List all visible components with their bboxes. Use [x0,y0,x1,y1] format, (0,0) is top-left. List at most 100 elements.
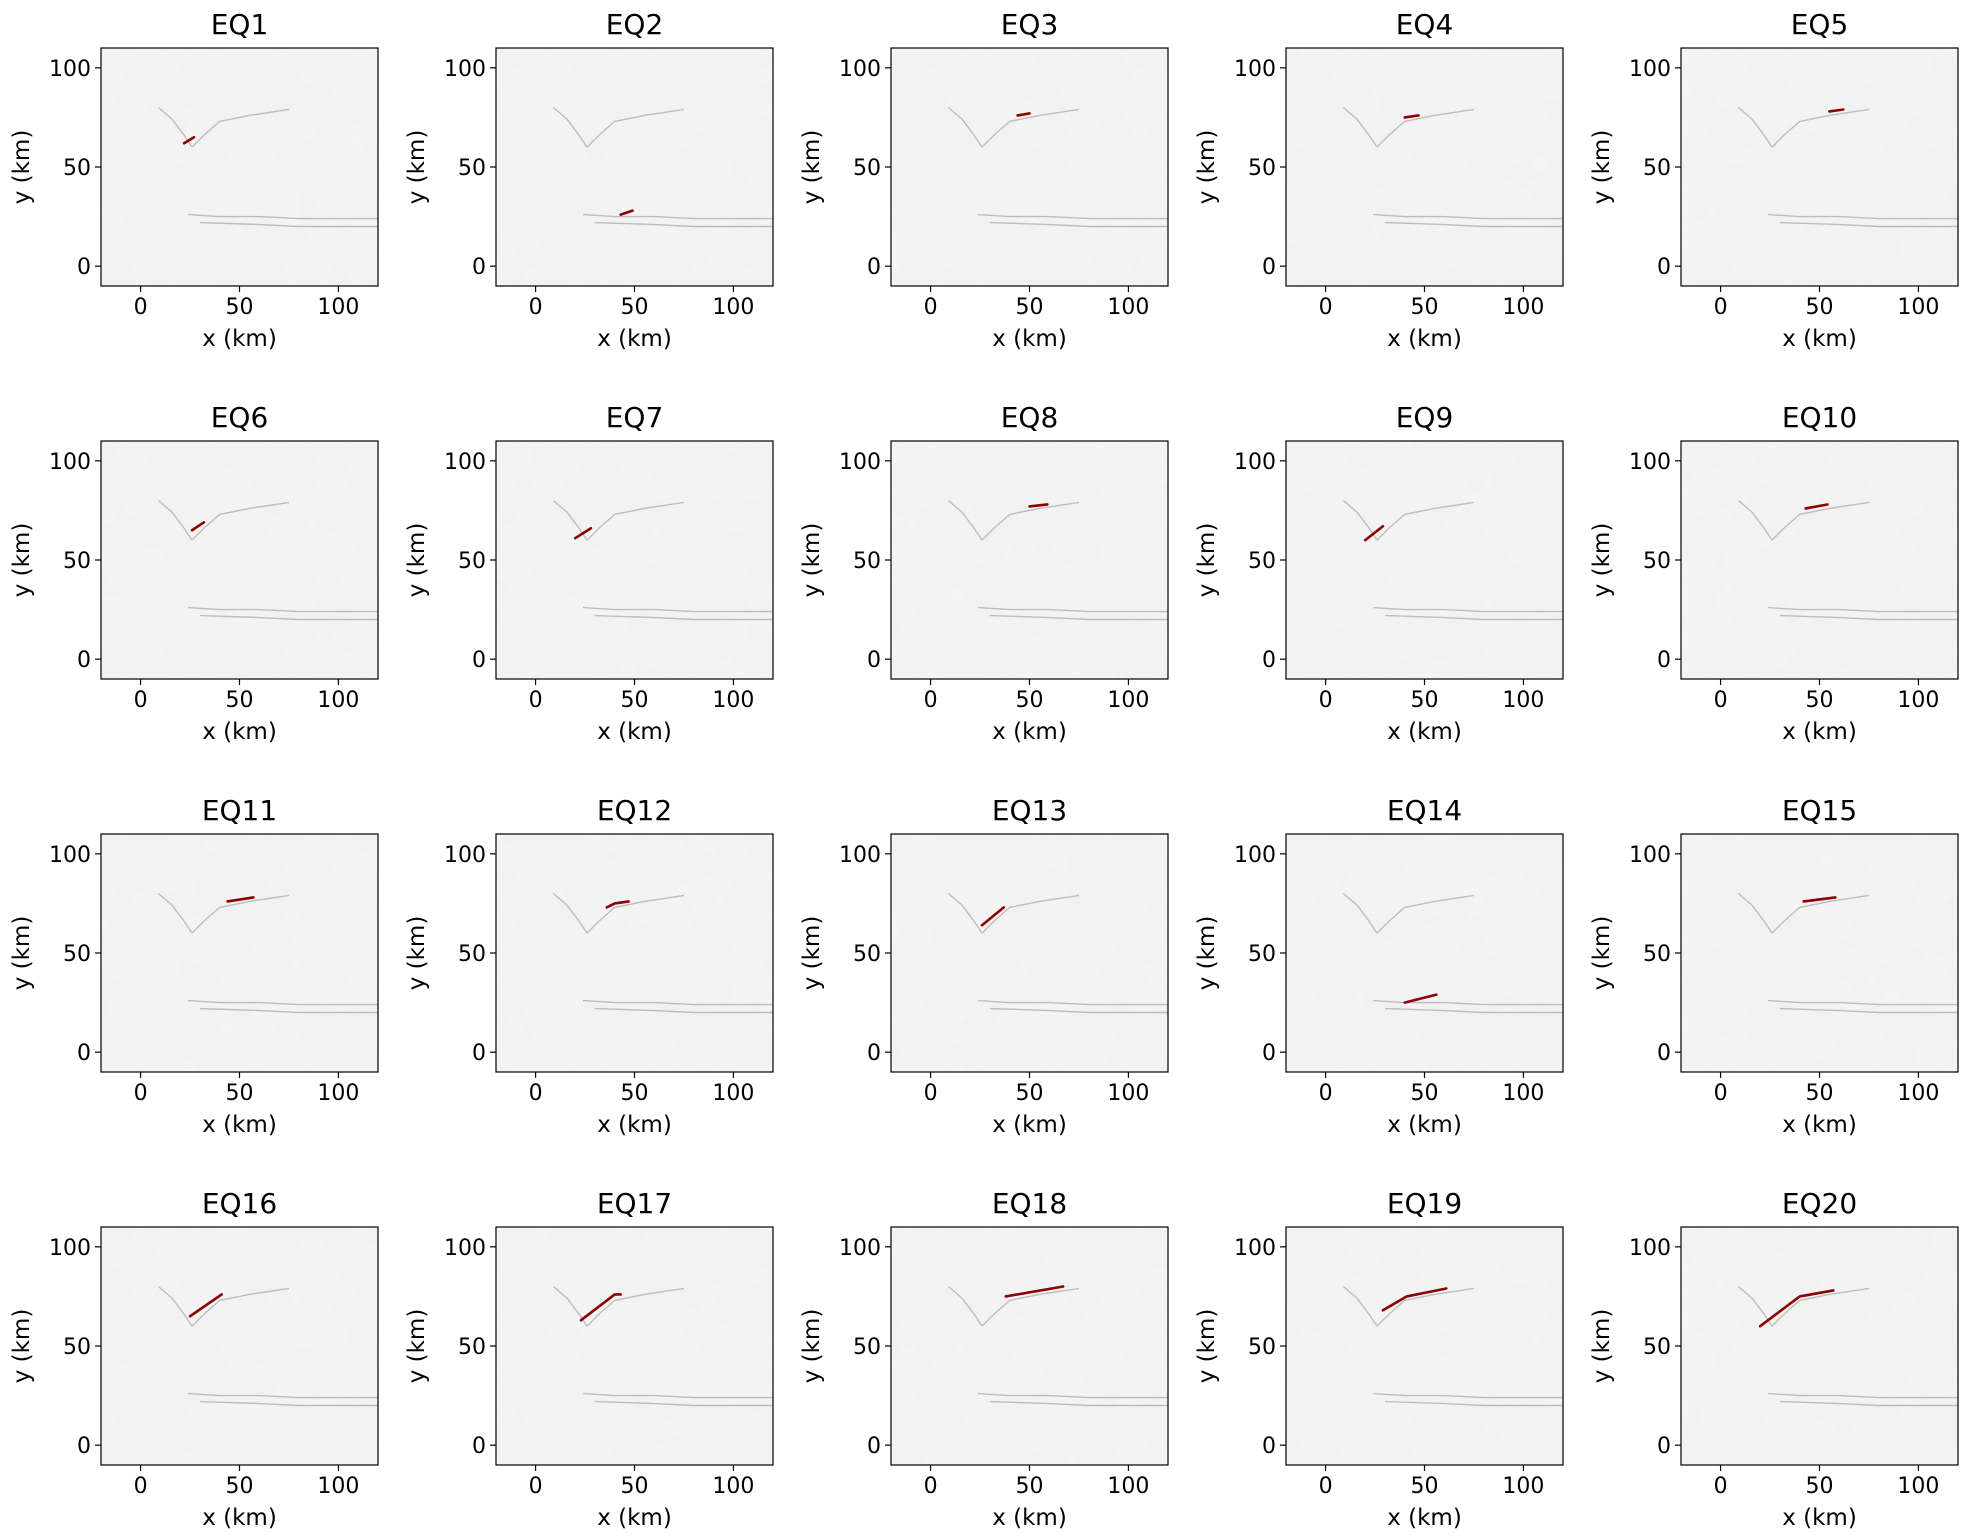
y-tick-label: 0 [472,1041,486,1066]
panel-title: EQ2 [606,8,664,41]
y-tick-label: 50 [853,549,881,574]
x-axis-label: x (km) [202,326,277,352]
y-tick-label: 0 [77,1434,91,1459]
x-tick-label: 100 [712,1474,754,1499]
background-fault-1 [947,106,983,148]
panel-title: EQ6 [211,401,269,434]
y-tick-label: 50 [853,942,881,967]
hillshade-texture [496,48,773,286]
panel-eq18: 0 50 100 0 50 100 x (km) y (km) EQ18 [799,1187,1169,1531]
background-fault-1 [947,499,983,541]
y-tick-label: 50 [1643,549,1671,574]
y-tick-label: 50 [1643,156,1671,181]
x-axis-label: x (km) [1782,326,1857,352]
y-axis-label: y (km) [404,916,430,991]
panel-title: EQ5 [1791,8,1849,41]
x-tick-label: 100 [1897,1474,1939,1499]
y-tick-label: 100 [1629,1236,1671,1261]
panel-eq9: 0 50 100 0 50 100 x (km) y (km) EQ9 [1194,401,1564,745]
y-tick-label: 0 [867,255,881,280]
y-tick-label: 50 [458,942,486,967]
x-tick-label: 100 [1502,1474,1544,1499]
panel-eq12: 0 50 100 0 50 100 x (km) y (km) EQ12 [404,794,774,1138]
x-tick-label: 0 [1714,1474,1728,1499]
hillshade-texture [891,48,1168,286]
background-fault-1 [947,1285,983,1327]
background-fault-1 [1737,499,1773,541]
background-fault-2 [981,501,1080,541]
x-tick-label: 50 [1806,688,1834,713]
x-axis-label: x (km) [202,719,277,745]
rupture-trace-eq11 [226,896,255,903]
background-fault-2 [981,1287,1080,1327]
background-fault-4 [199,614,378,621]
x-tick-label: 50 [1411,1081,1439,1106]
y-tick-label: 50 [853,156,881,181]
x-tick-label: 0 [529,1081,543,1106]
hillshade-texture [891,441,1168,679]
y-tick-label: 0 [472,1434,486,1459]
x-tick-label: 100 [1502,1081,1544,1106]
x-tick-label: 50 [226,1474,254,1499]
x-tick-label: 50 [621,688,649,713]
x-tick-label: 100 [1502,295,1544,320]
hillshade-texture [1286,1227,1563,1465]
y-tick-label: 0 [867,1434,881,1459]
x-tick-label: 50 [1016,1474,1044,1499]
background-fault-1 [1342,106,1378,148]
background-fault-4 [1779,1007,1958,1014]
x-tick-label: 0 [529,295,543,320]
background-fault-3 [583,999,773,1006]
panel-title: EQ20 [1782,1187,1857,1220]
panel-title: EQ4 [1396,8,1454,41]
panel-title: EQ12 [597,794,672,827]
y-tick-label: 50 [1643,942,1671,967]
y-tick-label: 100 [1629,450,1671,475]
x-tick-label: 0 [924,1474,938,1499]
y-tick-label: 0 [77,255,91,280]
y-tick-label: 50 [458,1335,486,1360]
panel-title: EQ16 [202,1187,277,1220]
y-tick-label: 100 [444,843,486,868]
background-fault-2 [1376,108,1475,148]
x-axis-label: x (km) [1782,1112,1857,1138]
hillshade-texture [1681,1227,1958,1465]
y-tick-label: 50 [1248,942,1276,967]
y-axis-label: y (km) [1194,916,1220,991]
x-tick-label: 100 [1897,1081,1939,1106]
background-fault-4 [199,1400,378,1407]
y-axis-label: y (km) [799,1309,825,1384]
y-tick-label: 100 [49,1236,91,1261]
background-fault-2 [191,108,290,148]
x-tick-label: 0 [134,688,148,713]
hillshade-texture [1681,441,1958,679]
background-fault-4 [1779,221,1958,228]
y-tick-label: 100 [444,57,486,82]
y-tick-label: 50 [458,156,486,181]
rupture-trace-eq19 [1381,1287,1448,1312]
panel-eq4: 0 50 100 0 50 100 x (km) y (km) EQ4 [1194,8,1564,352]
y-tick-label: 0 [472,648,486,673]
y-tick-label: 0 [1657,648,1671,673]
x-tick-label: 100 [1897,295,1939,320]
x-axis-label: x (km) [1782,1505,1857,1531]
panel-eq13: 0 50 100 0 50 100 x (km) y (km) EQ13 [799,794,1169,1138]
background-fault-3 [1373,213,1563,220]
x-tick-label: 0 [1319,295,1333,320]
hillshade-texture [1681,834,1958,1072]
background-fault-3 [583,1392,773,1399]
x-tick-label: 0 [924,295,938,320]
x-axis-label: x (km) [1387,719,1462,745]
y-axis-label: y (km) [1589,916,1615,991]
panel-title: EQ10 [1782,401,1857,434]
y-tick-label: 50 [458,549,486,574]
background-fault-2 [586,894,685,934]
x-tick-label: 100 [1897,688,1939,713]
x-tick-label: 0 [1714,1081,1728,1106]
background-fault-2 [1771,108,1870,148]
background-fault-1 [157,1285,193,1327]
x-tick-label: 100 [712,1081,754,1106]
x-tick-label: 50 [1806,1081,1834,1106]
background-fault-4 [1384,1400,1563,1407]
x-tick-label: 0 [1319,1081,1333,1106]
